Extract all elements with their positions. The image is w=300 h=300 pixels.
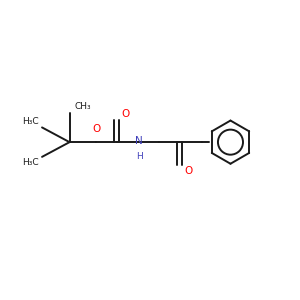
Text: O: O [122,109,130,118]
Text: N: N [135,136,143,146]
Text: O: O [184,166,193,176]
Text: H: H [136,152,142,161]
Text: H₃C: H₃C [22,117,39,126]
Text: O: O [92,124,100,134]
Text: H₃C: H₃C [22,158,39,167]
Text: CH₃: CH₃ [74,102,91,111]
